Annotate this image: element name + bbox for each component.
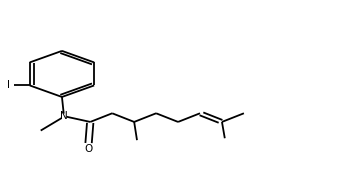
Text: N: N bbox=[60, 111, 68, 121]
Text: O: O bbox=[84, 144, 93, 154]
Text: I: I bbox=[7, 80, 10, 90]
